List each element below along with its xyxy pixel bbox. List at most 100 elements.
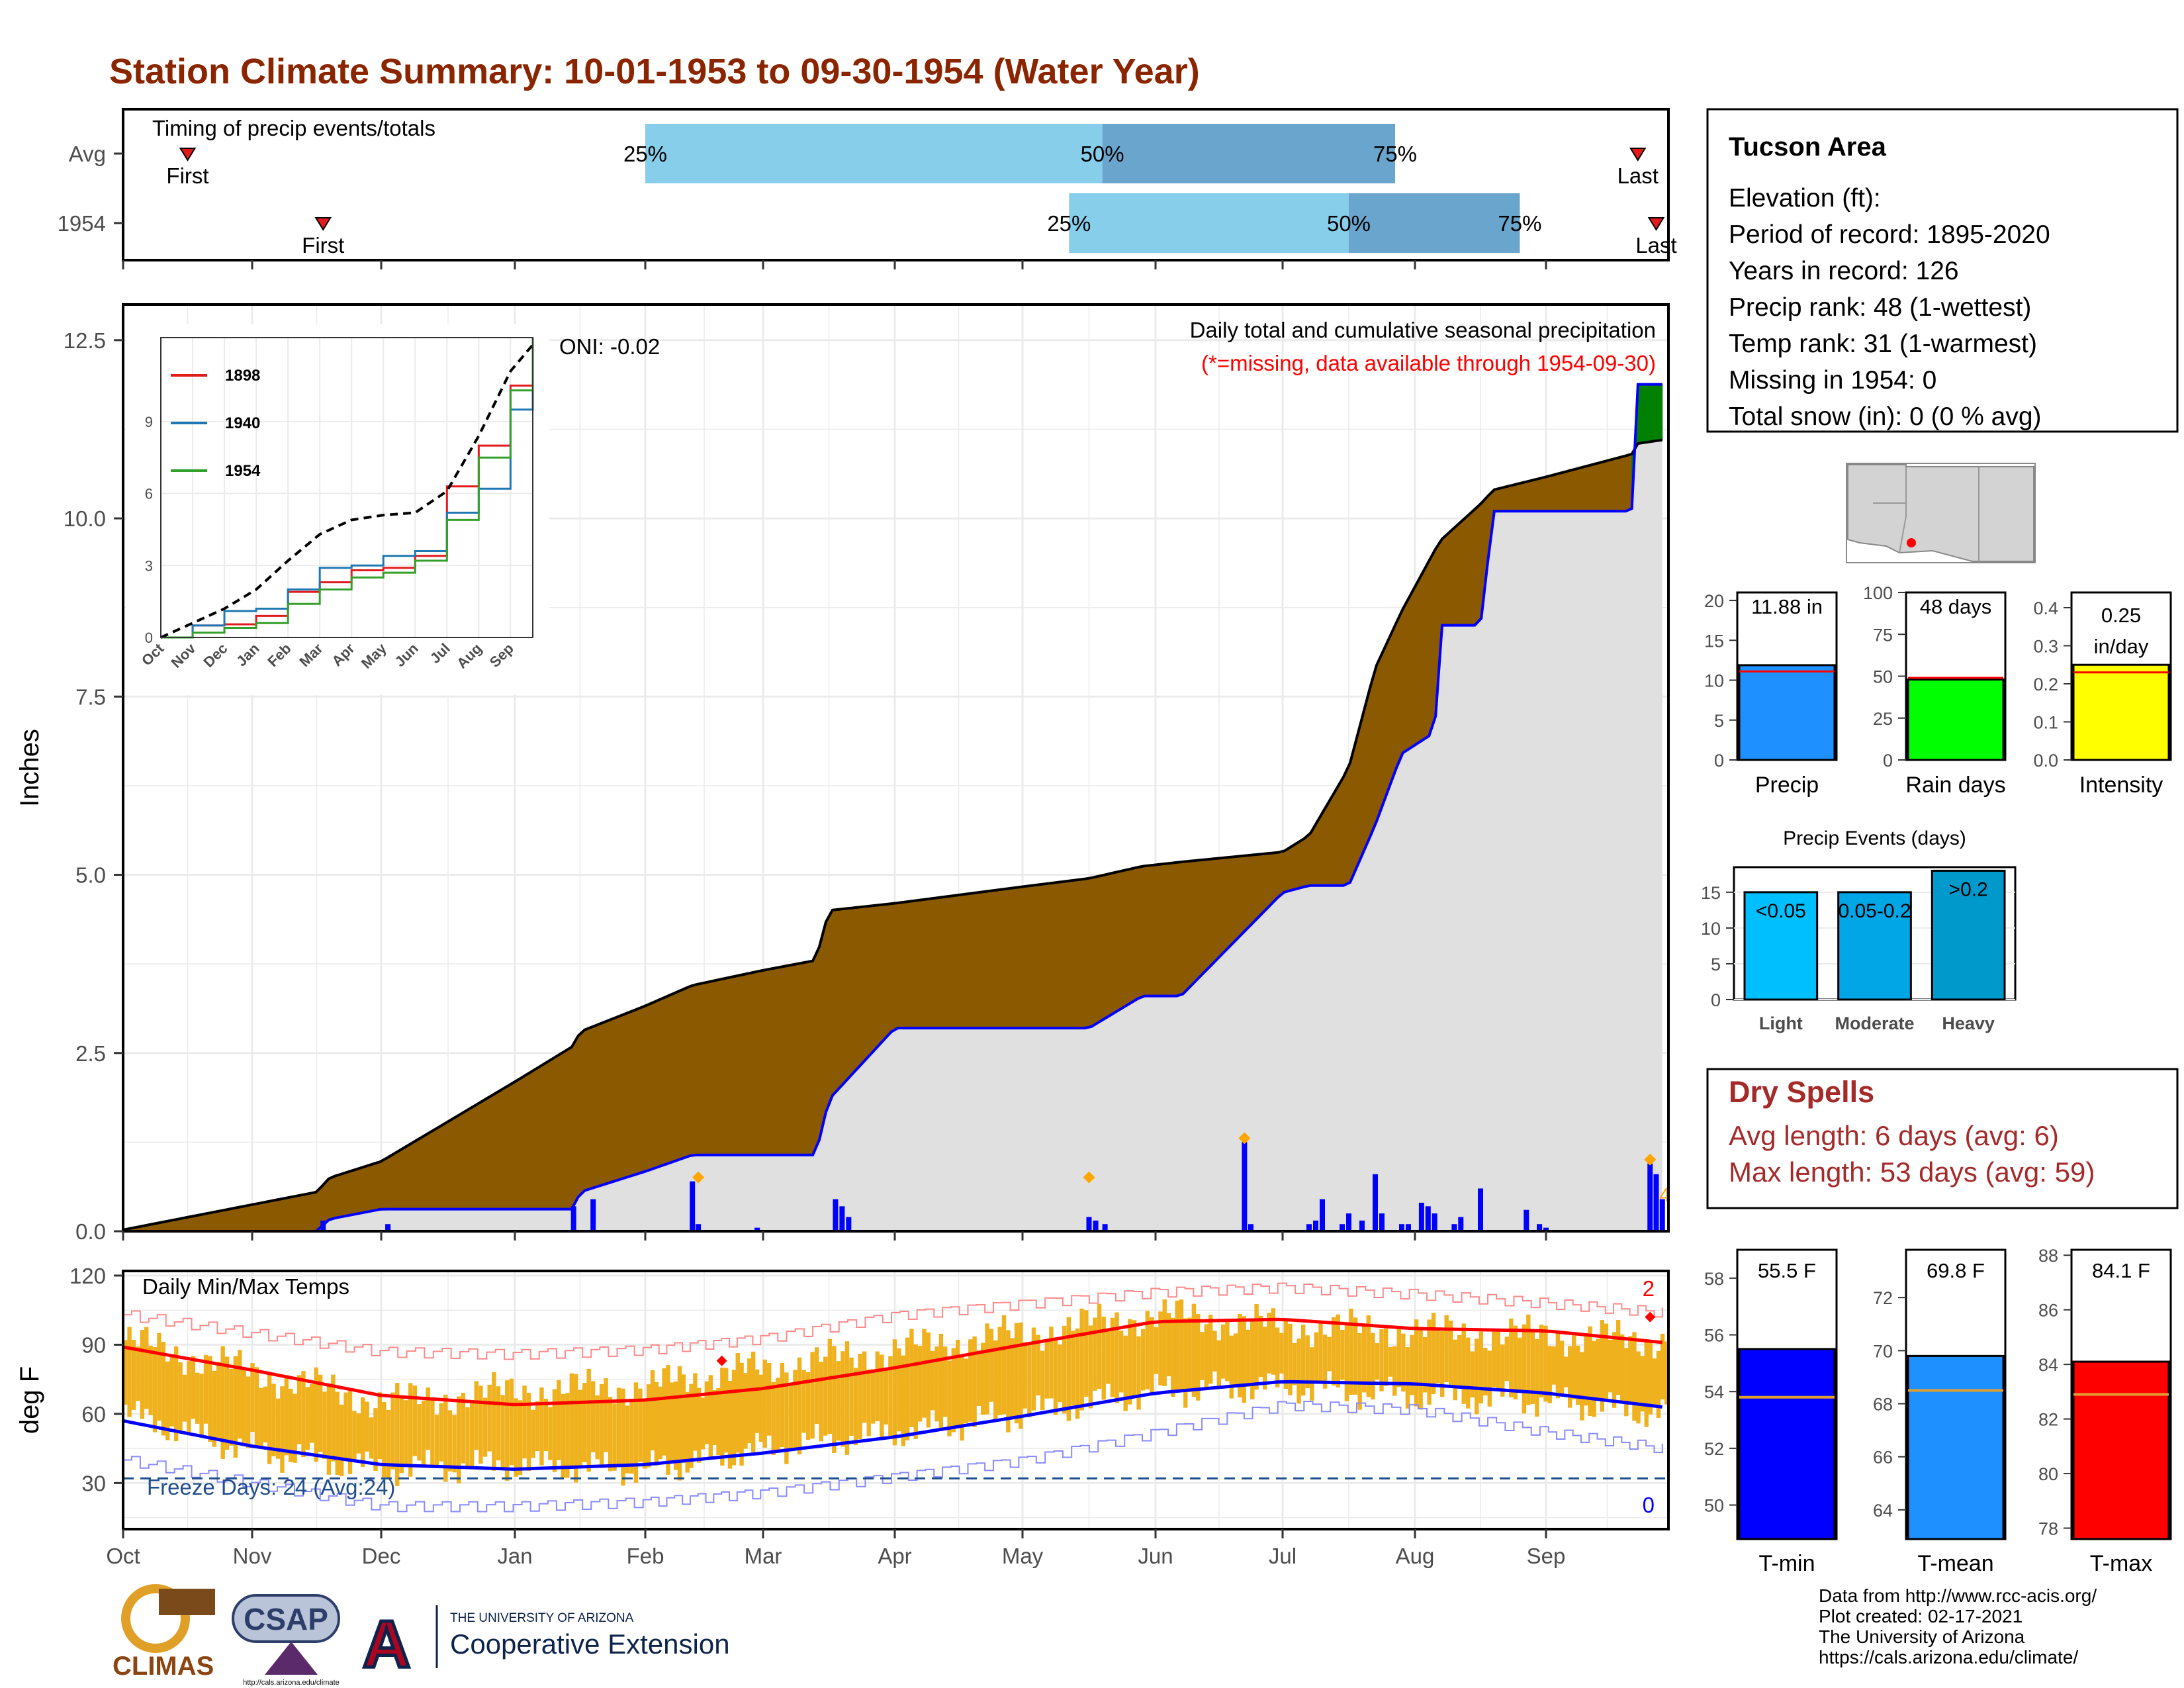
daily-temp-bar — [1555, 1332, 1561, 1399]
csap-logo: CSAP http://cals.arizona.edu/climate — [232, 1594, 340, 1687]
deficit-area — [328, 1175, 336, 1221]
daily-temp-bar — [1636, 1351, 1641, 1424]
daily-precip-bar — [1399, 1224, 1404, 1231]
daily-temp-bar — [1200, 1332, 1205, 1380]
deficit-area — [584, 1027, 592, 1192]
daily-temp-bar — [331, 1374, 336, 1462]
temp-summary-value-label: 69.8 F — [1927, 1259, 1985, 1282]
daily-temp-bar — [758, 1374, 764, 1442]
summary-y-tick: 15 — [1704, 631, 1724, 651]
daily-precip-bar — [1653, 1174, 1659, 1231]
daily-temp-bar — [1401, 1333, 1406, 1392]
daily-temp-bar — [399, 1397, 404, 1474]
events-category-label: Light — [1759, 1013, 1803, 1033]
temp-summary-y-tick: 84 — [2038, 1355, 2058, 1375]
arizona-map-shape — [1847, 464, 2034, 562]
summary-y-tick: 20 — [1704, 591, 1724, 611]
daily-temp-bar — [1366, 1315, 1371, 1397]
daily-temp-bar — [492, 1372, 496, 1471]
daily-temp-bar — [616, 1387, 621, 1466]
deficit-area — [871, 904, 879, 1054]
daily-temp-bar — [1604, 1323, 1609, 1401]
info-line: Total snow (in): 0 (0 % avg) — [1729, 402, 2042, 431]
deficit-area — [719, 978, 726, 1156]
daily-temp-bar — [305, 1387, 310, 1450]
summary-y-tick: 0.2 — [2033, 675, 2058, 694]
daily-temp-bar — [1058, 1344, 1062, 1403]
timing-box-upper — [1349, 193, 1520, 253]
first-event-marker — [314, 217, 332, 231]
daily-precip-bar — [1524, 1209, 1529, 1231]
climas-mesa-icon — [159, 1589, 215, 1615]
daily-temp-bar — [1314, 1332, 1319, 1382]
deficit-area — [666, 993, 673, 1165]
timing-row-label: 1954 — [58, 211, 106, 236]
station-location-dot — [1907, 538, 1916, 547]
deficit-area — [459, 1109, 467, 1210]
daily-temp-bar — [810, 1352, 815, 1439]
deficit-area — [1214, 857, 1222, 963]
daily-temp-bar — [1371, 1333, 1375, 1400]
daily-temp-bar — [1513, 1325, 1518, 1400]
deficit-area — [696, 982, 703, 1156]
deficit-area — [386, 1153, 394, 1210]
daily-temp-bar — [700, 1397, 705, 1450]
daily-temp-bar — [1362, 1323, 1367, 1393]
daily-precip-bar — [1418, 1202, 1424, 1231]
daily-temp-bar — [1246, 1329, 1251, 1387]
county-lines — [1873, 467, 1979, 561]
temp-summary-bar — [1907, 1354, 2005, 1540]
daily-precip-bar — [1432, 1213, 1437, 1231]
info-line: Missing in 1954: 0 — [1729, 366, 1936, 395]
daily-temp-bar — [849, 1357, 854, 1436]
daily-temp-bar — [1414, 1319, 1419, 1407]
events-bar-label: <0.05 — [1756, 900, 1806, 922]
daily-precip-bar — [1379, 1213, 1385, 1231]
timing-heading: Timing of precip events/totals — [152, 116, 435, 140]
daily-temp-bar — [461, 1393, 466, 1464]
daily-temp-bar — [1664, 1341, 1669, 1405]
daily-temp-bar — [1123, 1335, 1128, 1411]
oni-value: ONI: -0.02 — [559, 334, 660, 359]
temp-summary-y-tick: 70 — [1873, 1341, 1893, 1361]
temp-summary-category-label: T-min — [1759, 1551, 1815, 1576]
timing-q50-label: 50% — [1327, 211, 1371, 236]
daily-temp-bar — [985, 1323, 989, 1415]
deficit-area — [1137, 865, 1145, 1000]
deficit-area — [1513, 483, 1521, 512]
deficit-area — [1176, 861, 1183, 997]
daily-temp-bar — [901, 1355, 905, 1446]
daily-temp-bar — [417, 1404, 422, 1461]
deficit-area — [1448, 526, 1456, 626]
temp-summary-bar — [1738, 1348, 1836, 1540]
deficit-area — [1607, 458, 1614, 512]
daily-temp-bar — [531, 1409, 535, 1458]
last-event-marker — [1647, 217, 1665, 231]
daily-temp-bar — [1453, 1339, 1457, 1401]
daily-temp-bar — [1166, 1313, 1171, 1377]
deficit-area — [360, 1165, 368, 1214]
summary-y-tick: 5 — [1714, 711, 1724, 731]
month-tick-label: Apr — [878, 1544, 911, 1568]
daily-temp-bar — [1084, 1310, 1089, 1397]
daily-temp-bar — [1483, 1348, 1488, 1396]
temp-y-tick: 30 — [81, 1471, 106, 1495]
summary-y-tick: 25 — [1873, 709, 1893, 729]
daily-temp-bar — [246, 1376, 251, 1448]
info-frame — [1706, 108, 2179, 433]
deficit-area — [486, 1094, 494, 1210]
deficit-area — [347, 1169, 355, 1216]
daily-temp-bar — [780, 1363, 785, 1448]
deficit-area — [1283, 846, 1291, 893]
daily-temp-bar — [195, 1372, 200, 1424]
daily-temp-bar — [1062, 1325, 1067, 1414]
ua-big-text: Cooperative Extension — [450, 1628, 730, 1660]
daily-temp-bar — [1422, 1336, 1428, 1393]
deficit-area — [571, 1034, 579, 1209]
footer-credit-line: Plot created: 02-17-2021 — [1819, 1606, 2023, 1626]
daily-temp-bar — [395, 1383, 400, 1486]
temp-summary-value-label: 84.1 F — [2092, 1259, 2150, 1282]
daily-temp-bar — [1640, 1356, 1645, 1412]
deficit-area — [1220, 857, 1228, 957]
daily-temp-bar — [951, 1348, 956, 1432]
